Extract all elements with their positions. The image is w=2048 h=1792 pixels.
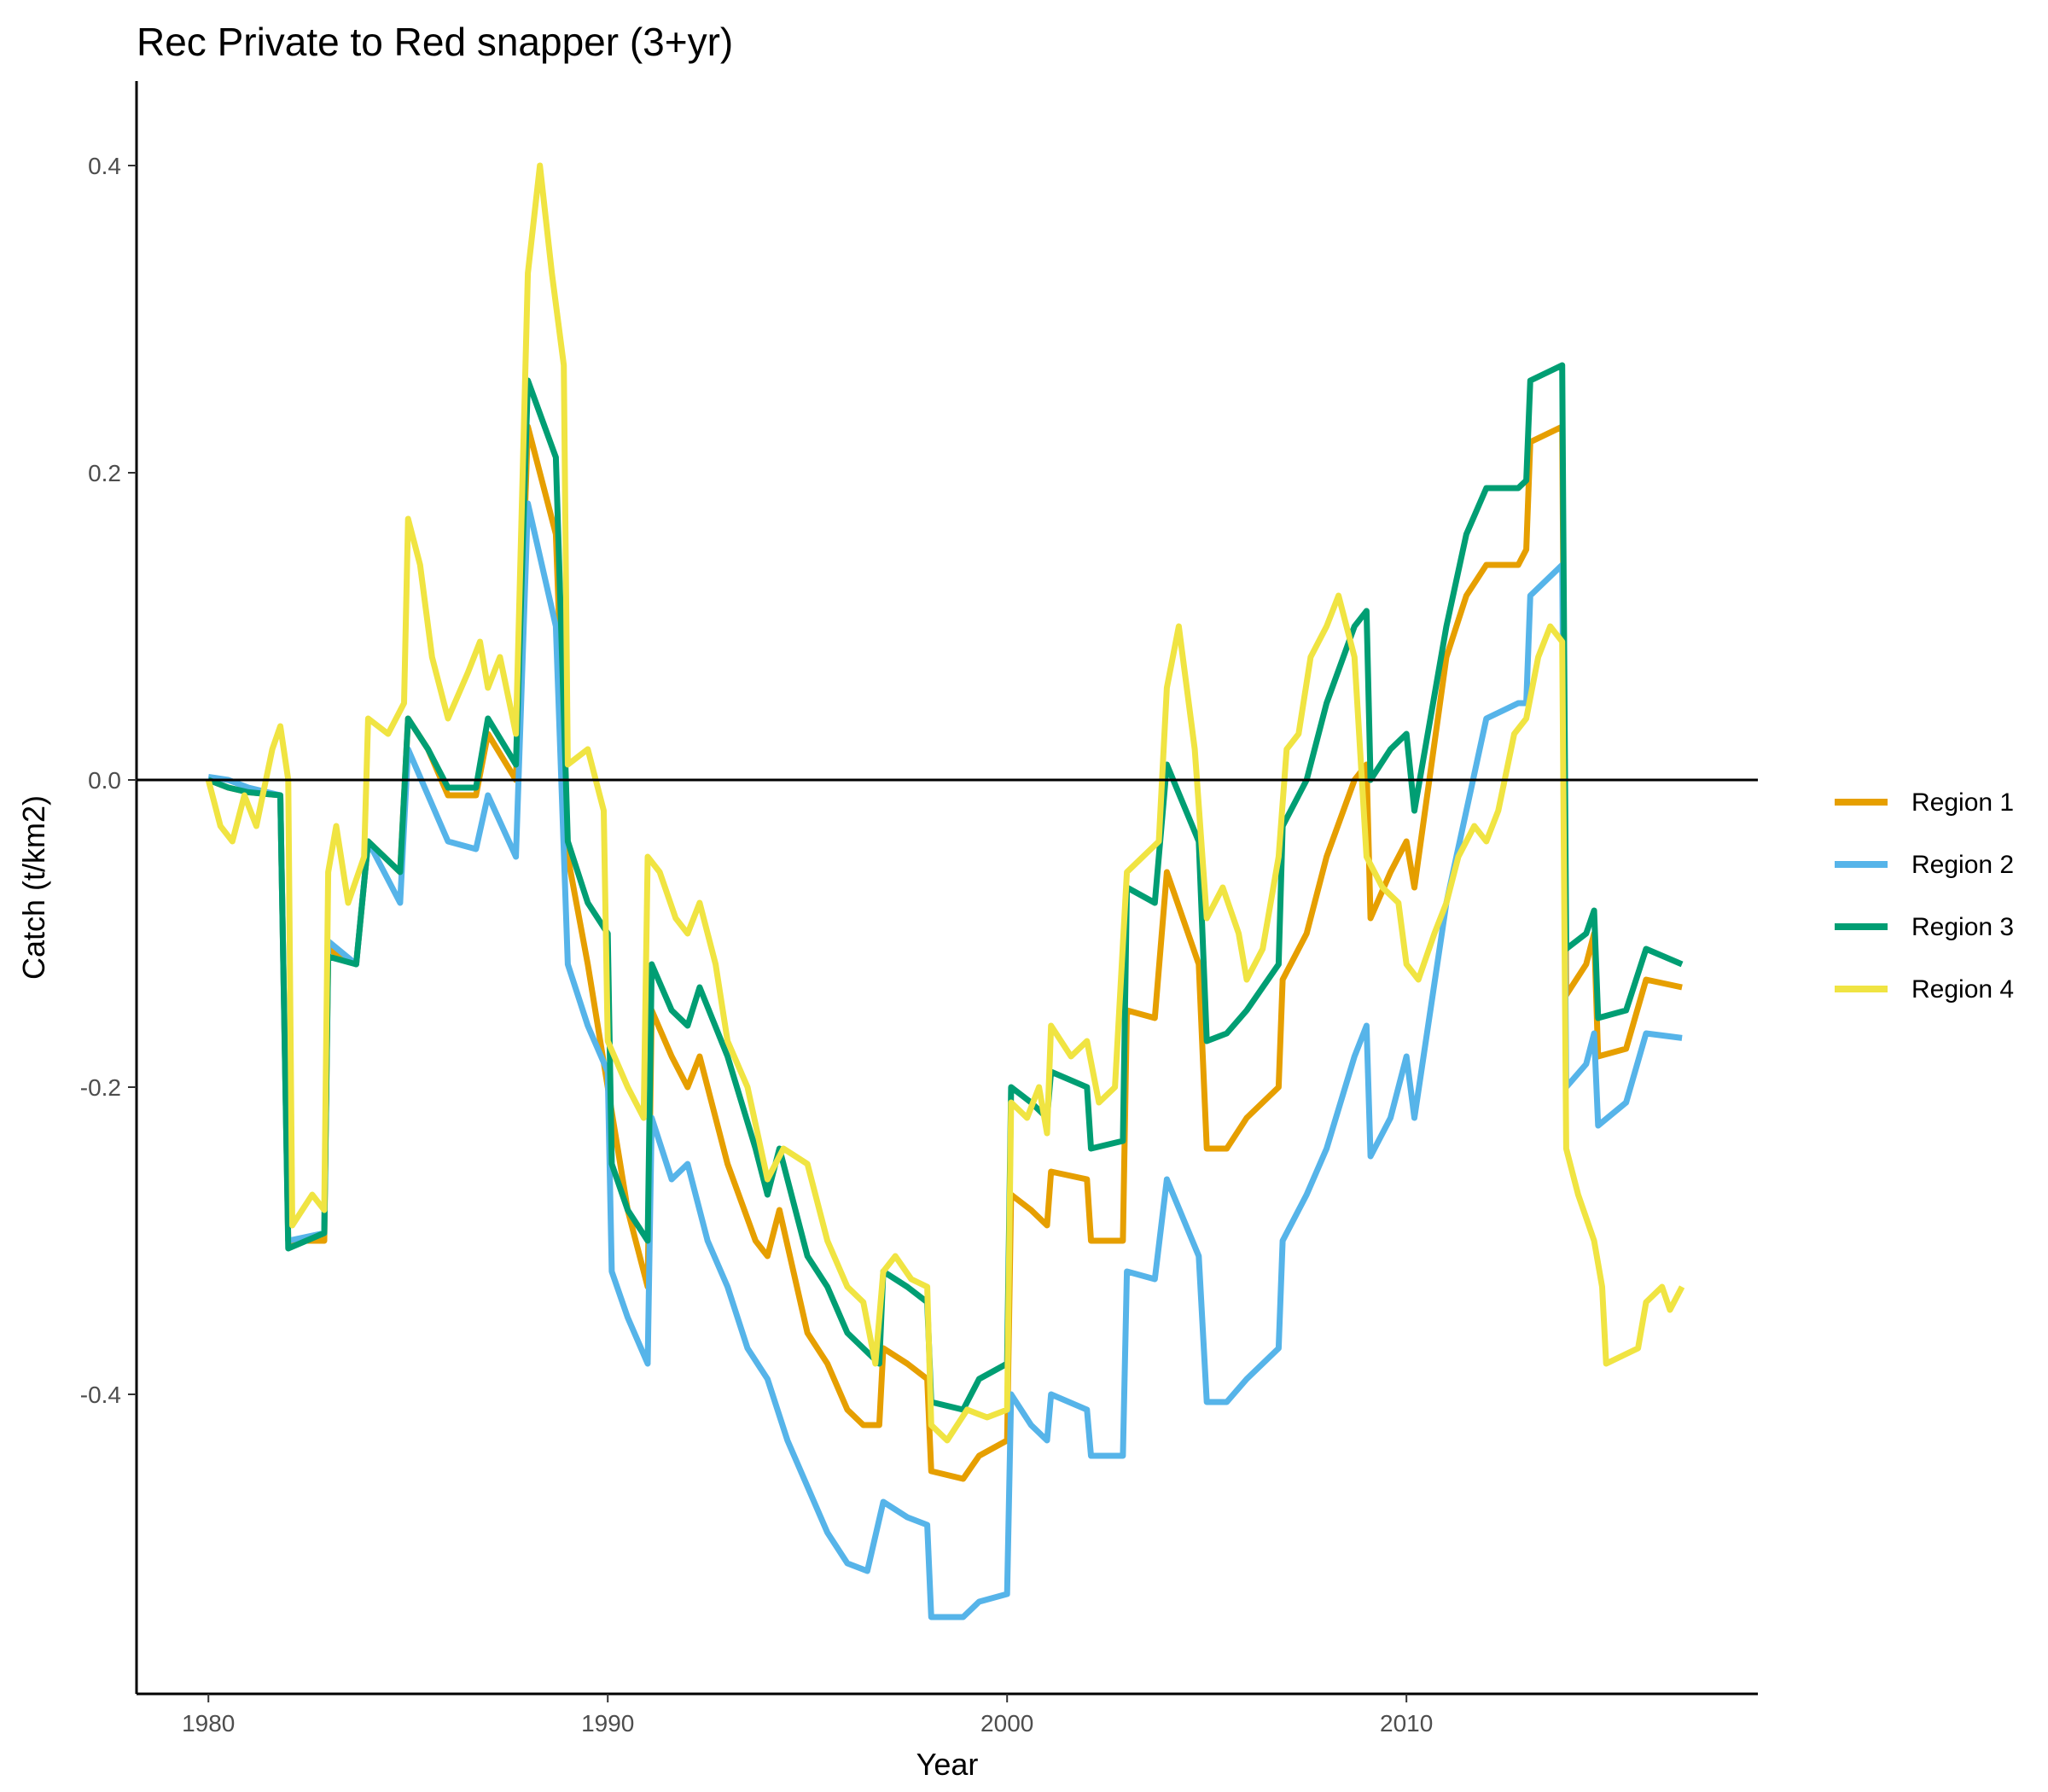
y-tick-label: 0.0: [88, 767, 121, 794]
y-tick-label: 0.2: [88, 460, 121, 486]
legend-label-region-3: Region 3: [1911, 913, 2014, 941]
y-tick-label: 0.4: [88, 153, 121, 179]
x-tick-label: 2010: [1380, 1710, 1433, 1737]
x-tick-label: 1980: [182, 1710, 235, 1737]
plot-area: [135, 81, 1758, 1696]
series-layer: [205, 162, 1685, 1620]
y-axis-title: Catch (t/km2): [16, 795, 51, 980]
x-axis-ticks: 1980 1990 2000 2010: [182, 1694, 1433, 1737]
series-line-region-1: [207, 423, 1683, 1482]
series-line-region-3: [207, 362, 1684, 1413]
legend-label-region-1: Region 1: [1911, 788, 2014, 817]
series-line-region-4: [205, 162, 1685, 1444]
legend-label-region-2: Region 2: [1911, 851, 2014, 879]
legend: Region 1 Region 2 Region 3 Region 4: [1835, 788, 2014, 1004]
y-axis-ticks: -0.4 -0.2 0.0 0.2 0.4: [80, 153, 137, 1408]
x-axis-title: Year: [916, 1747, 979, 1782]
y-tick-label: -0.2: [80, 1074, 121, 1101]
y-tick-label: -0.4: [80, 1382, 121, 1408]
legend-label-region-4: Region 4: [1911, 975, 2014, 1004]
series-line-region-2: [207, 500, 1683, 1620]
chart-title: Rec Private to Red snapper (3+yr): [137, 20, 733, 64]
x-tick-label: 1990: [581, 1710, 634, 1737]
x-tick-label: 2000: [980, 1710, 1033, 1737]
